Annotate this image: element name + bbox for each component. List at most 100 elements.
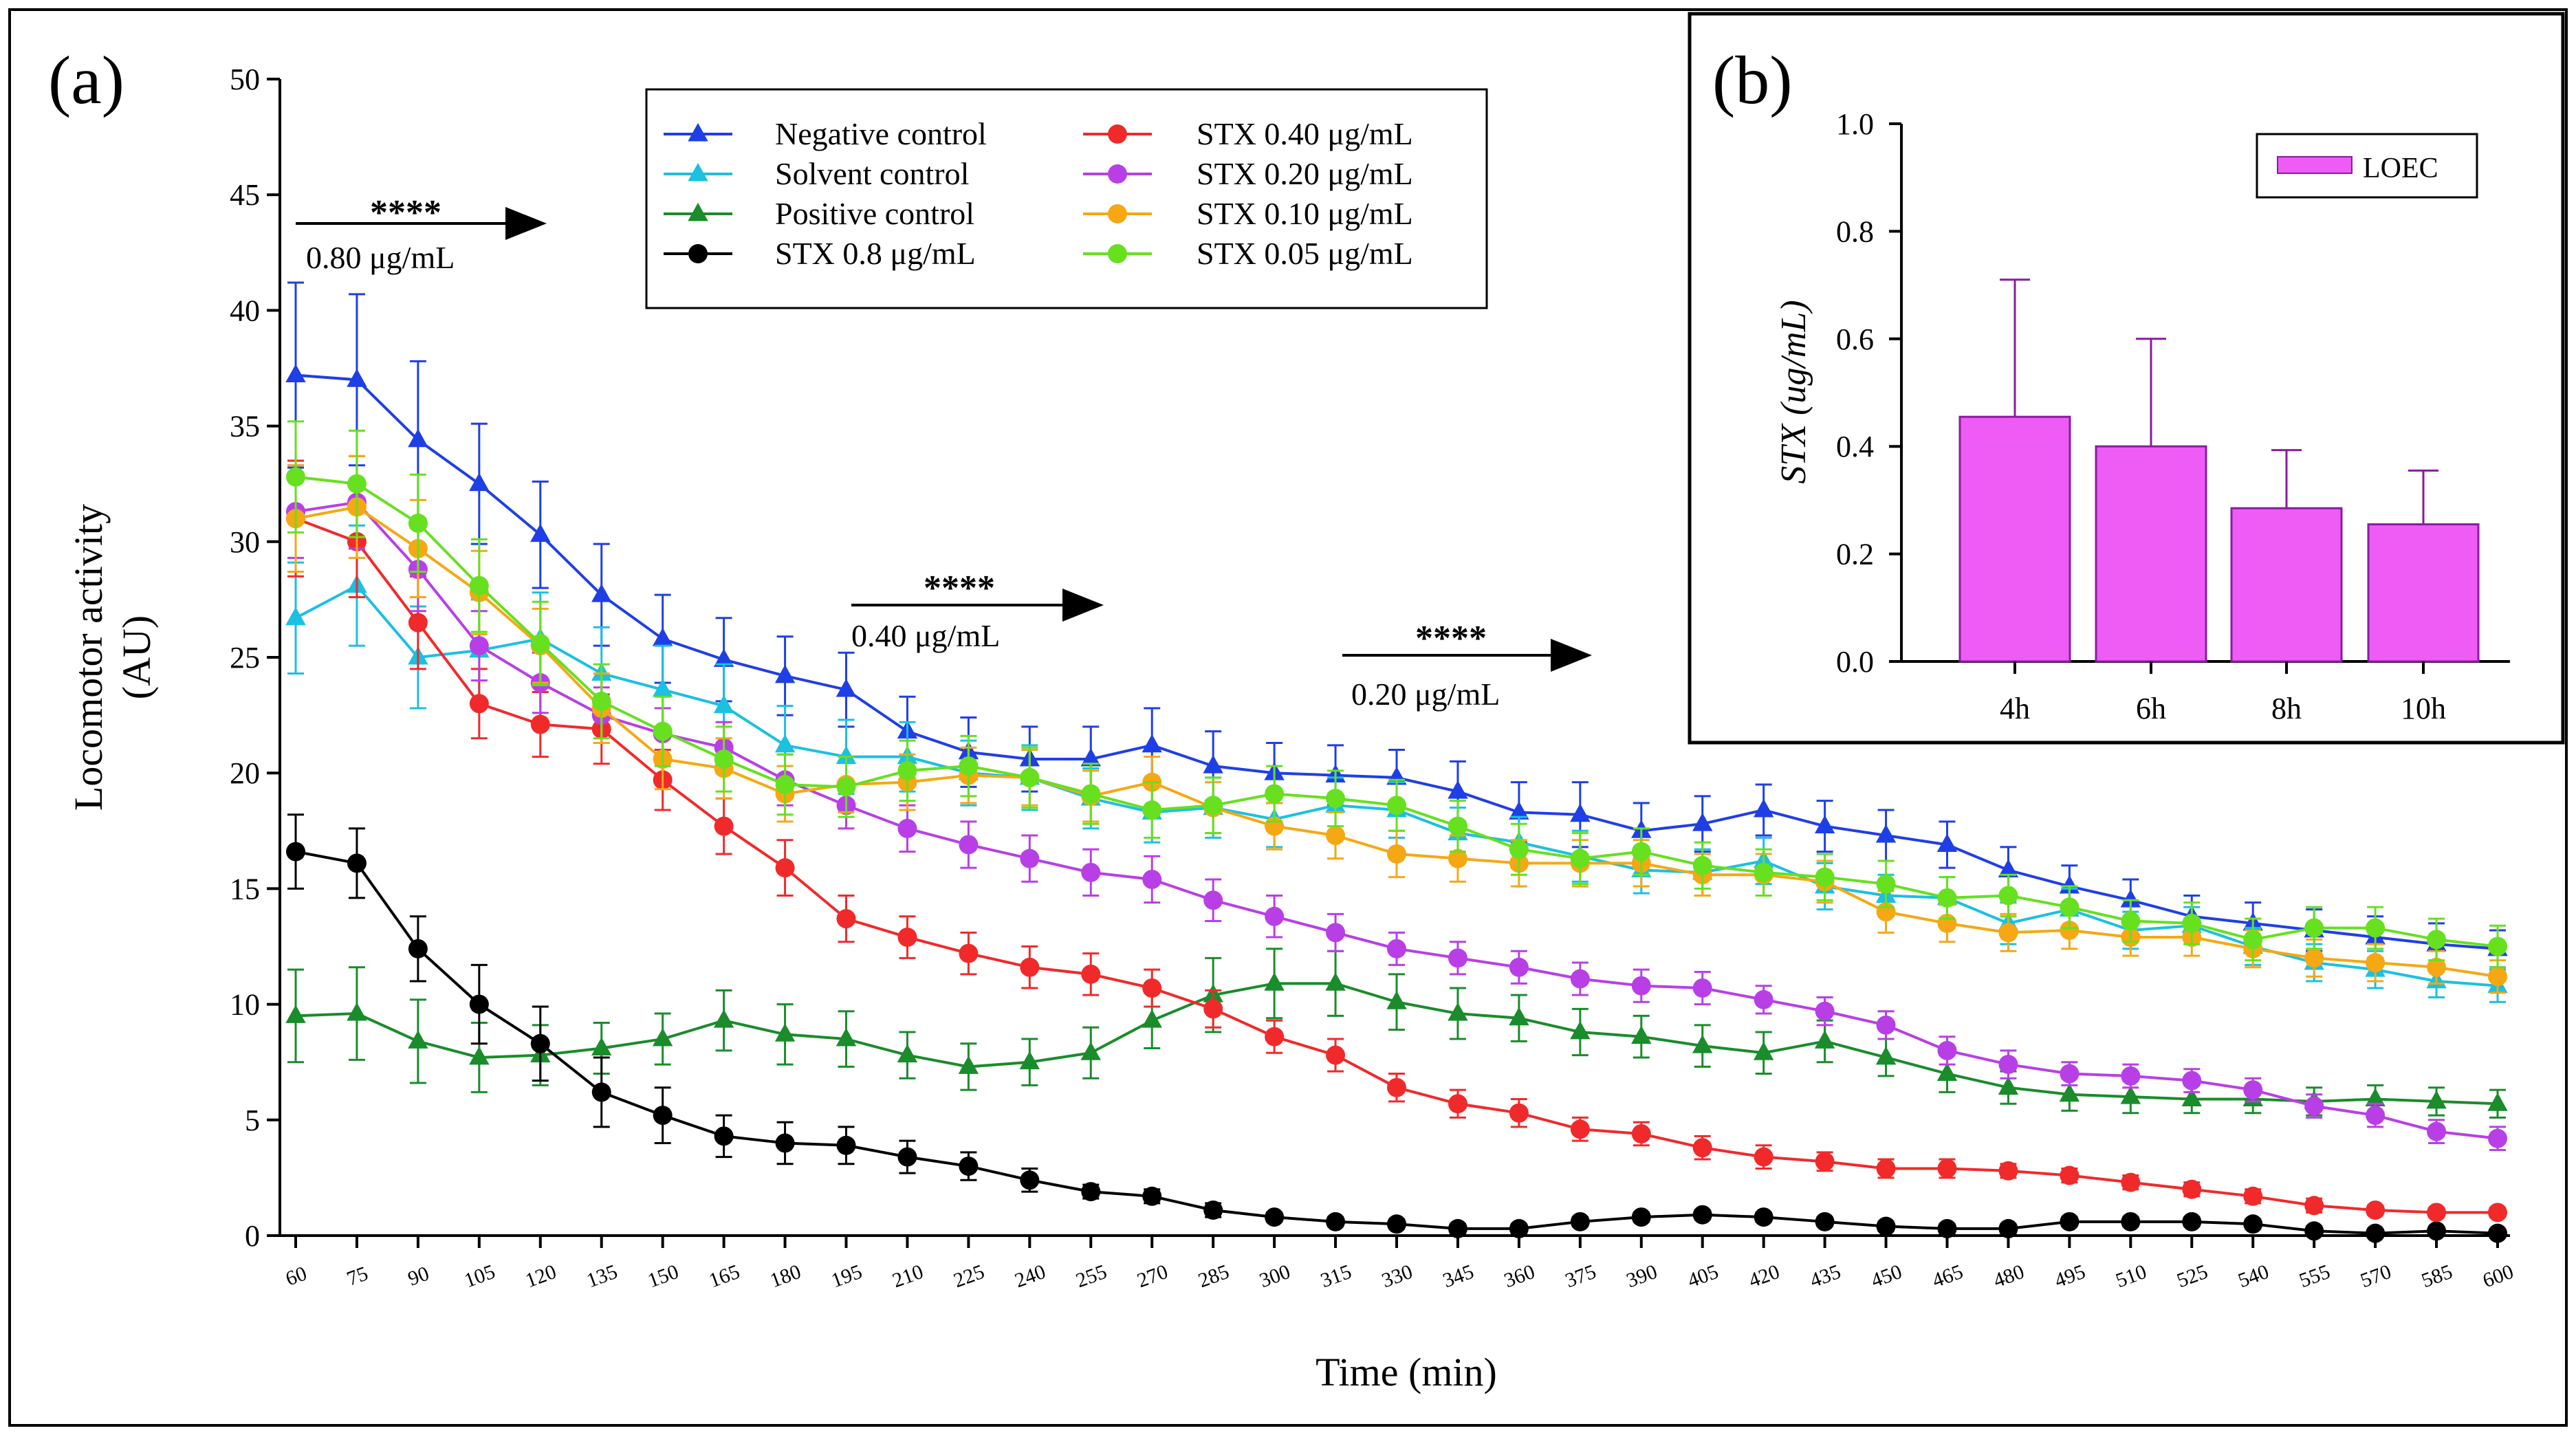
data-point xyxy=(1937,1159,1957,1179)
data-point xyxy=(1937,1218,1957,1238)
data-point xyxy=(713,694,734,714)
series-STX 0.05 μg/mL xyxy=(286,420,2507,969)
data-point xyxy=(836,745,857,765)
data-point xyxy=(836,678,857,697)
data-point xyxy=(408,939,428,959)
y-tick-label: 0.4 xyxy=(1836,430,1874,463)
data-point xyxy=(469,994,489,1014)
data-point xyxy=(2243,1214,2263,1234)
data-point xyxy=(1936,833,1958,852)
data-point xyxy=(1142,1186,1162,1206)
panel-b-ylabel: STX (ug/mL) xyxy=(1774,300,1813,483)
data-point xyxy=(1754,989,1773,1009)
data-point xyxy=(1998,1055,2018,1075)
data-point xyxy=(2059,1083,2080,1102)
data-point xyxy=(653,721,673,741)
data-point xyxy=(1815,1212,1835,1231)
data-point xyxy=(2304,918,2324,938)
data-point xyxy=(653,1106,673,1126)
data-point xyxy=(897,928,917,947)
data-point xyxy=(1448,816,1467,836)
y-tick-label: 1.0 xyxy=(1836,107,1874,141)
data-point xyxy=(1203,890,1223,910)
data-point xyxy=(958,1055,979,1074)
data-point xyxy=(1570,848,1590,868)
panel-b-y-ticks: 0.0 0.2 0.4 0.6 0.8 1.0 xyxy=(1836,107,1901,679)
data-point xyxy=(1631,976,1651,996)
data-point xyxy=(714,816,734,836)
y-tick-label: 20 xyxy=(230,756,260,790)
data-point xyxy=(1631,1124,1651,1143)
panel-a-ylabel-line1: Locomotor activity xyxy=(66,504,111,811)
data-point xyxy=(2304,1221,2324,1241)
y-tick-label: 5 xyxy=(245,1104,260,1137)
data-point xyxy=(1203,1200,1223,1220)
data-point xyxy=(2121,911,2141,931)
data-point xyxy=(2304,1096,2324,1116)
legend-label: STX 0.05 μg/mL xyxy=(1197,236,1413,271)
data-point xyxy=(469,472,490,492)
data-point xyxy=(1570,1119,1590,1139)
data-point xyxy=(1265,1027,1285,1047)
data-point xyxy=(347,369,367,387)
data-point xyxy=(347,853,367,873)
panel-b-legend-swatch xyxy=(2277,156,2353,174)
data-point xyxy=(1448,780,1468,799)
data-point xyxy=(2427,1203,2447,1223)
data-point xyxy=(836,777,856,797)
data-point xyxy=(652,627,673,646)
data-point xyxy=(959,1157,979,1176)
x-tick-label: 4h xyxy=(2000,692,2030,725)
data-point xyxy=(1814,815,1835,834)
data-point xyxy=(1876,1015,1896,1035)
data-point xyxy=(1020,957,1040,977)
y-tick-label: 15 xyxy=(230,872,260,906)
data-point xyxy=(2181,1088,2202,1106)
data-point xyxy=(1448,948,1467,968)
data-point xyxy=(1448,1094,1467,1114)
data-point xyxy=(469,576,489,595)
data-point xyxy=(714,749,734,769)
data-point xyxy=(897,1147,917,1167)
data-point xyxy=(2243,1186,2263,1206)
data-point xyxy=(1387,844,1406,864)
legend-label: STX 0.20 μg/mL xyxy=(1197,156,1413,191)
data-point xyxy=(1692,1138,1712,1158)
data-point xyxy=(1876,1159,1896,1179)
data-point xyxy=(836,909,856,929)
bar xyxy=(2230,507,2343,663)
data-point xyxy=(1386,991,1407,1009)
data-point xyxy=(774,734,796,753)
data-point xyxy=(1937,888,1957,908)
data-point xyxy=(1387,1077,1406,1097)
data-point xyxy=(1203,999,1223,1019)
data-point xyxy=(591,584,612,602)
data-point xyxy=(1509,1218,1529,1238)
data-point xyxy=(530,1033,550,1053)
panel-a-legend: Negative control Solvent control Positive … xyxy=(645,88,1488,309)
data-point xyxy=(408,1030,428,1049)
data-point xyxy=(1815,1001,1835,1021)
annotation-1-label: 0.40 μg/mL xyxy=(851,618,1000,653)
data-point xyxy=(1754,1207,1773,1227)
data-point xyxy=(1631,1025,1652,1044)
data-point xyxy=(286,467,305,487)
y-tick-label: 40 xyxy=(230,294,260,327)
data-point xyxy=(1142,1009,1162,1028)
annotation-2-label: 0.20 μg/mL xyxy=(1351,677,1500,712)
data-point xyxy=(1509,801,1529,820)
data-point xyxy=(1998,1076,2019,1095)
data-point xyxy=(1570,1212,1590,1231)
data-point xyxy=(775,1133,795,1153)
data-point xyxy=(1570,803,1591,822)
y-tick-label: 30 xyxy=(230,525,260,559)
bar xyxy=(1958,415,2071,663)
y-tick-label: 0.6 xyxy=(1836,322,1874,356)
data-point xyxy=(897,1044,918,1063)
y-tick-label: 35 xyxy=(230,410,260,443)
data-point xyxy=(2060,920,2080,940)
data-point xyxy=(1142,734,1162,753)
data-point xyxy=(408,428,428,448)
data-point xyxy=(591,1082,611,1102)
annotation-2-arrow-head xyxy=(1551,639,1592,672)
